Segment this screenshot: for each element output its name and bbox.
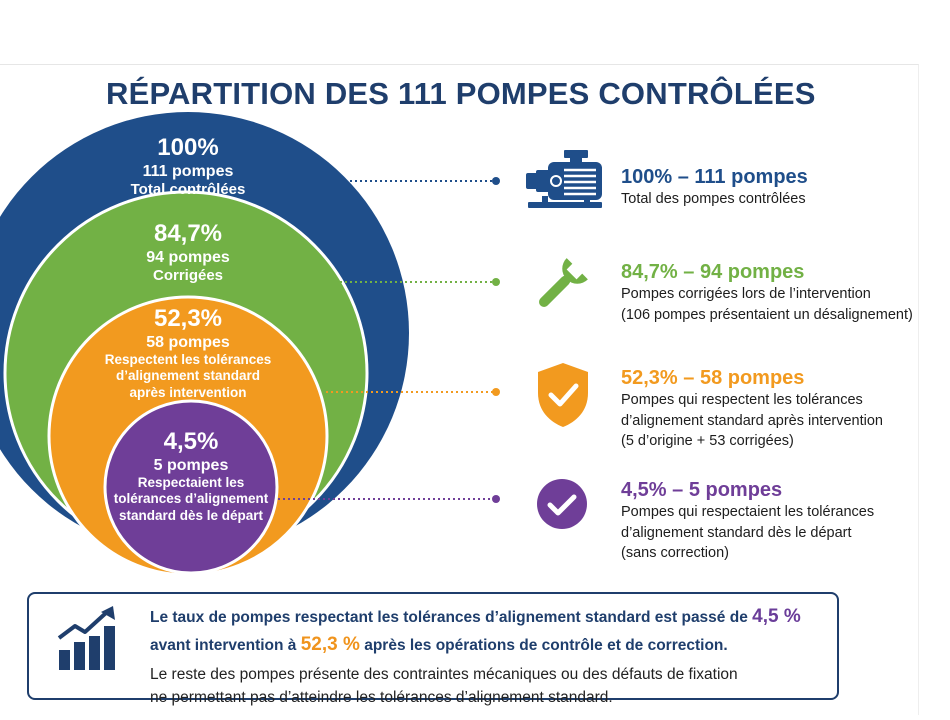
circle-check-icon — [537, 479, 587, 529]
circle-pct: 52,3% — [153, 305, 223, 332]
circle-desc: Total contrôlées — [130, 180, 246, 198]
summary-paragraph-2: Le reste des pompes présente des contrai… — [150, 664, 830, 709]
circle-label-compliant-initial: 4,5% 5 pompes Respectaient les tolérance… — [101, 428, 281, 524]
circle-count: 5 pompes — [153, 456, 229, 474]
legend-item-corrected: 84,7% – 94 pompes Pompes corrigées lors … — [621, 260, 913, 325]
summary-text: avant intervention à — [150, 636, 301, 654]
circle-label-total: 100% 111 pompes Total contrôlées — [88, 134, 288, 199]
circle-desc-line: tolérances d’alignement — [113, 491, 269, 507]
circle-count: 94 pompes — [146, 248, 230, 266]
page-title: RÉPARTITION DES 111 POMPES CONTRÔLÉES — [106, 76, 816, 111]
pump-icon — [526, 150, 602, 208]
legend-text: d’alignement standard après intervention — [621, 412, 883, 429]
circle-desc-line: d’alignement standard — [115, 368, 261, 384]
summary-text: Le reste des pompes présente des contrai… — [150, 666, 738, 684]
legend-text: Total des pompes contrôlées — [621, 191, 806, 207]
summary-text: Le taux de pompes respectant les toléran… — [150, 609, 753, 626]
summary-box: Le taux de pompes respectant les toléran… — [27, 592, 839, 706]
legend-heading: 52,3% – 58 pompes — [621, 367, 805, 389]
legend-text: Pompes qui respectent les tolérances — [621, 392, 863, 408]
legend-item-compliant-initial: 4,5% – 5 pompes Pompes qui respectaient … — [621, 478, 874, 564]
circle-desc-line: Respectent les tolérances — [104, 351, 272, 367]
summary-value-before: 4,5 % — [752, 606, 801, 627]
legend-text: d’alignement standard dès le départ — [621, 524, 852, 541]
connector-dot-corrected — [492, 278, 500, 286]
circle-desc-line: après intervention — [129, 384, 247, 400]
circle-desc-line: standard dès le départ — [118, 507, 264, 523]
summary-paragraph-1: Le taux de pompes respectant les toléran… — [150, 603, 830, 658]
legend-text: (5 d’origine + 53 corrigées) — [621, 433, 794, 450]
legend-item-total: 100% – 111 pompes Total des pompes contr… — [621, 165, 808, 210]
legend-text: (sans correction) — [621, 545, 729, 562]
connector-dot-total — [492, 177, 500, 185]
circle-desc: Corrigées — [152, 266, 224, 284]
legend-item-compliant-after: 52,3% – 58 pompes Pompes qui respectent … — [621, 366, 883, 452]
legend-text: Pompes qui respectaient les tolérances — [621, 504, 875, 520]
legend-text: Pompes corrigées lors de l’intervention — [621, 286, 871, 302]
summary-text: ne permettant pas d’atteindre les toléra… — [150, 688, 613, 706]
connector-dot-compliant-after — [492, 388, 500, 396]
legend-heading: 84,7% – 94 pompes — [621, 261, 805, 283]
shield-check-icon — [538, 363, 588, 427]
circle-pct: 100% — [157, 134, 219, 161]
circle-pct: 84,7% — [153, 220, 223, 247]
circle-count: 58 pompes — [146, 333, 230, 351]
circle-count: 111 pompes — [142, 162, 234, 180]
wrench-icon — [539, 258, 588, 307]
circle-pct: 4,5% — [163, 428, 219, 455]
legend-heading: 100% – 111 pompes — [621, 166, 808, 188]
connector-dot-compliant-initial — [492, 495, 500, 503]
legend-text: (106 pompes présentaient un désalignemen… — [621, 306, 913, 323]
circle-label-corrected: 84,7% 94 pompes Corrigées — [88, 220, 288, 285]
circle-label-compliant-after: 52,3% 58 pompes Respectent les tolérance… — [63, 305, 313, 401]
bar-chart-trend-icon — [57, 606, 115, 670]
circle-compliant-initial — [103, 399, 279, 575]
summary-text: après les opérations de contrôle et de c… — [359, 636, 728, 654]
summary-value-after: 52,3 % — [300, 633, 360, 655]
legend-heading: 4,5% – 5 pompes — [621, 479, 783, 501]
circle-desc-line: Respectaient les — [137, 474, 245, 490]
